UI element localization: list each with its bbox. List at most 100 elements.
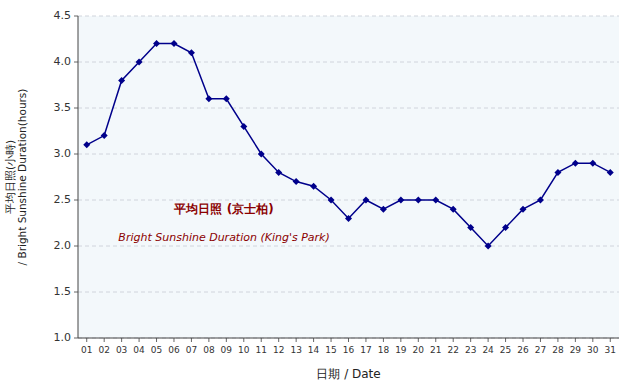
- marker: [258, 151, 265, 158]
- x-tick: [296, 338, 297, 342]
- y-tick-label: 1.5: [54, 285, 72, 298]
- x-tick: [488, 338, 489, 342]
- y-tick: [74, 62, 78, 63]
- x-tick-label: 31: [605, 345, 616, 355]
- y-tick-label: 4.0: [54, 55, 72, 68]
- x-tick-label: 08: [203, 345, 215, 355]
- marker: [397, 197, 404, 204]
- x-tick-label: 30: [587, 345, 599, 355]
- x-tick-label: 07: [186, 345, 197, 355]
- line: [87, 44, 611, 246]
- x-tick-label: 22: [447, 345, 458, 355]
- marker: [101, 132, 108, 139]
- x-tick: [191, 338, 192, 342]
- marker: [380, 206, 387, 213]
- grid-line: [78, 108, 619, 109]
- grid-line: [78, 246, 619, 247]
- marker: [485, 243, 492, 250]
- x-tick-label: 24: [482, 345, 494, 355]
- y-tick-label: 1.0: [54, 331, 72, 344]
- x-tick-label: 09: [221, 345, 233, 355]
- x-tick: [243, 338, 244, 342]
- y-tick-label: 4.5: [54, 9, 72, 22]
- x-tick-label: 21: [430, 345, 441, 355]
- annotation: 平均日照 (京士柏): [173, 202, 273, 216]
- x-tick-label: 04: [133, 345, 145, 355]
- x-tick: [400, 338, 401, 342]
- series: [83, 40, 614, 249]
- marker: [345, 215, 352, 222]
- x-tick-label: 01: [81, 345, 92, 355]
- plot-background: [78, 16, 619, 338]
- x-axis-line: [78, 338, 619, 339]
- marker: [467, 224, 474, 231]
- x-tick-label: 02: [98, 345, 109, 355]
- y-axis-label-line: 平均日照(小時): [4, 140, 16, 214]
- marker: [293, 178, 300, 185]
- x-tick-label: 12: [273, 345, 284, 355]
- x-tick: [418, 338, 419, 342]
- x-tick: [261, 338, 262, 342]
- x-tick: [121, 338, 122, 342]
- x-tick-label: 17: [360, 345, 371, 355]
- marker: [450, 206, 457, 213]
- y-axis-label-line: / Bright Sunshine Duration(hours): [16, 89, 28, 266]
- x-tick-label: 14: [308, 345, 320, 355]
- y-tick-label: 3.0: [54, 147, 72, 160]
- y-tick: [74, 246, 78, 247]
- x-tick: [313, 338, 314, 342]
- x-tick-label: 23: [465, 345, 476, 355]
- x-tick-label: 06: [168, 345, 180, 355]
- marker: [432, 197, 439, 204]
- marker: [520, 206, 527, 213]
- y-axis: 1.0 1.5 2.0 2.5 3.0 3.5 4.0 4.5: [54, 9, 620, 344]
- x-tick-label: 11: [256, 345, 267, 355]
- y-tick-label: 3.5: [54, 101, 72, 114]
- x-tick: [523, 338, 524, 342]
- x-tick: [226, 338, 227, 342]
- grid-line: [78, 338, 619, 339]
- x-tick: [610, 338, 611, 342]
- y-tick-label: 2.5: [54, 193, 72, 206]
- marker: [589, 160, 596, 167]
- x-tick: [575, 338, 576, 342]
- marker: [415, 197, 422, 204]
- x-tick: [435, 338, 436, 342]
- x-tick-label: 27: [535, 345, 546, 355]
- x-tick: [557, 338, 558, 342]
- x-tick: [331, 338, 332, 342]
- marker: [153, 40, 160, 47]
- y-tick: [74, 338, 78, 339]
- x-tick: [365, 338, 366, 342]
- y-tick-label: 2.0: [54, 239, 72, 252]
- marker: [572, 160, 579, 167]
- x-tick: [470, 338, 471, 342]
- x-tick: [592, 338, 593, 342]
- y-tick: [74, 16, 78, 17]
- marker: [607, 169, 614, 176]
- x-tick: [86, 338, 87, 342]
- marker: [328, 197, 335, 204]
- x-tick-label: 10: [238, 345, 250, 355]
- x-tick-label: 05: [151, 345, 162, 355]
- x-tick: [505, 338, 506, 342]
- y-axis-line: [78, 16, 79, 338]
- marker: [83, 141, 90, 148]
- x-tick: [139, 338, 140, 342]
- x-tick: [156, 338, 157, 342]
- x-tick-label: 20: [413, 345, 425, 355]
- marker: [188, 49, 195, 56]
- x-tick: [173, 338, 174, 342]
- marker: [362, 197, 369, 204]
- y-tick: [74, 200, 78, 201]
- x-tick: [208, 338, 209, 342]
- x-tick-label: 19: [395, 345, 407, 355]
- x-tick: [383, 338, 384, 342]
- marker: [537, 197, 544, 204]
- annotation: Bright Sunshine Duration (King's Park): [118, 231, 329, 244]
- x-tick-label: 28: [552, 345, 564, 355]
- x-tick-label: 16: [343, 345, 355, 355]
- marker: [223, 95, 230, 102]
- x-tick: [540, 338, 541, 342]
- x-tick-label: 25: [500, 345, 511, 355]
